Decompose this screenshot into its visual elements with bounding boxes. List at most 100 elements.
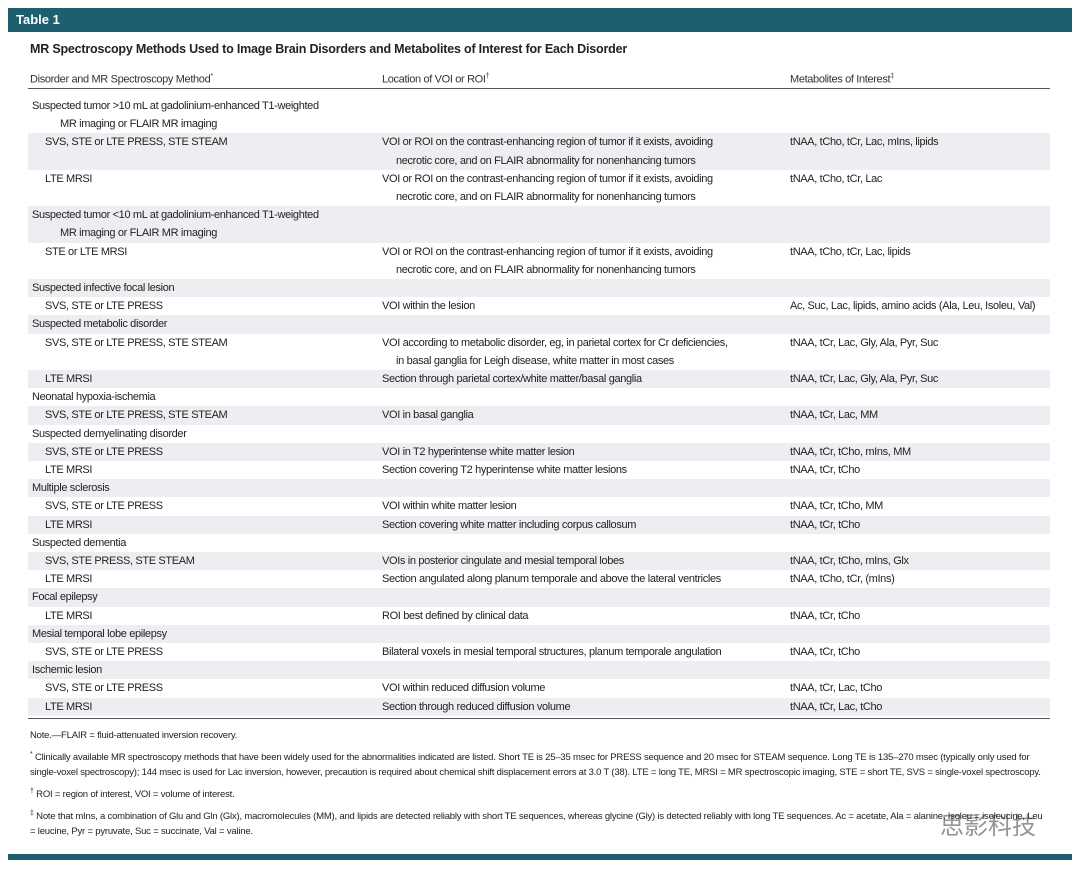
metabolites-cell: tNAA, tCr, tCho bbox=[790, 464, 860, 476]
metabolites-cell: tNAA, tCr, tCho bbox=[790, 609, 860, 622]
row-band bbox=[28, 552, 1050, 571]
footnote-mark: † bbox=[485, 73, 490, 80]
metabolites-cell: tNAA, tCr, tCho bbox=[790, 646, 860, 658]
row-band bbox=[28, 588, 1050, 607]
location-cell: VOI or ROI on the contrast-enhancing reg… bbox=[382, 172, 713, 185]
location-cell: Section through reduced diffusion volume bbox=[382, 700, 571, 713]
group-label: MR imaging or FLAIR MR imaging bbox=[60, 227, 217, 240]
row-band bbox=[28, 315, 1050, 334]
location-cell: necrotic core, and on FLAIR abnormality … bbox=[396, 154, 696, 167]
metabolites-cell: tNAA, tCr, Lac, tCho bbox=[790, 700, 883, 713]
column-header-text: Metabolites of Interest bbox=[790, 73, 891, 86]
footnote-text: Note.—FLAIR = fluid-attenuated inversion… bbox=[30, 729, 238, 741]
location-cell: necrotic core, and on FLAIR abnormality … bbox=[396, 191, 696, 203]
location-cell: VOI or ROI on the contrast-enhancing reg… bbox=[382, 136, 713, 149]
group-label: Suspected metabolic disorder bbox=[32, 318, 168, 331]
group-label: Focal epilepsy bbox=[32, 591, 98, 604]
row-band bbox=[28, 624, 1050, 643]
method-cell: SVS, STE or LTE PRESS bbox=[45, 682, 163, 695]
group-label: Suspected tumor >10 mL at gadolinium-enh… bbox=[32, 100, 319, 112]
group-label: MR imaging or FLAIR MR imaging bbox=[60, 118, 217, 131]
method-cell: LTE MRSI bbox=[45, 609, 93, 622]
row-band bbox=[28, 97, 1050, 134]
metabolites-cell: tNAA, tCr, Lac, tCho bbox=[790, 682, 883, 695]
footnote-text: Note that mIns, a combination of Glu and… bbox=[30, 810, 1043, 837]
metabolites-cell: tNAA, tCr, Lac, Gly, Ala, Pyr, Suc bbox=[790, 373, 939, 385]
footnote-mark: ‡ bbox=[890, 73, 894, 80]
row-band bbox=[28, 442, 1050, 461]
footnote-mark: † bbox=[30, 787, 34, 795]
footnote-text: Clinically available MR spectroscopy met… bbox=[30, 751, 1041, 778]
method-cell: SVS, STE or LTE PRESS bbox=[45, 646, 163, 658]
group-label: Suspected dementia bbox=[32, 536, 126, 549]
group-label: Suspected tumor <10 mL at gadolinium-enh… bbox=[32, 209, 319, 222]
row-band bbox=[28, 479, 1050, 498]
row-band bbox=[28, 370, 1050, 389]
row-band bbox=[28, 533, 1050, 552]
footnote-mark: ‡ bbox=[30, 809, 34, 817]
column-header-text: Disorder and MR Spectroscopy Method bbox=[30, 73, 211, 86]
header-bar: Table 1 bbox=[8, 8, 1072, 32]
method-cell: SVS, STE PRESS, STE STEAM bbox=[45, 555, 195, 567]
location-cell: Section through parietal cortex/white ma… bbox=[382, 373, 642, 385]
row-band bbox=[28, 661, 1050, 680]
row-band bbox=[28, 515, 1050, 534]
method-cell: LTE MRSI bbox=[45, 373, 93, 385]
method-cell: LTE MRSI bbox=[45, 172, 93, 185]
column-header: Metabolites of Interest‡ bbox=[790, 68, 894, 89]
row-band bbox=[28, 169, 1050, 207]
method-cell: SVS, STE or LTE PRESS bbox=[45, 300, 163, 313]
footnote: Note.—FLAIR = fluid-attenuated inversion… bbox=[30, 728, 1050, 743]
method-cell: LTE MRSI bbox=[45, 518, 93, 531]
group-label: Suspected demyelinating disorder bbox=[32, 427, 187, 440]
row-band bbox=[28, 279, 1050, 298]
metabolites-cell: Ac, Suc, Lac, lipids, amino acids (Ala, … bbox=[790, 300, 1036, 313]
column-header: Disorder and MR Spectroscopy Method* bbox=[30, 68, 213, 89]
location-cell: ROI best defined by clinical data bbox=[382, 609, 529, 622]
column-header-text: Location of VOI or ROI bbox=[382, 73, 486, 86]
metabolites-cell: tNAA, tCho, tCr, Lac, lipids bbox=[790, 245, 911, 258]
footnote-text: ROI = region of interest, VOI = volume o… bbox=[36, 788, 235, 800]
method-cell: SVS, STE or LTE PRESS, STE STEAM bbox=[45, 136, 228, 149]
row-band bbox=[28, 497, 1050, 516]
method-cell: LTE MRSI bbox=[45, 464, 93, 476]
method-cell: LTE MRSI bbox=[45, 700, 93, 713]
group-label: Ischemic lesion bbox=[32, 664, 102, 677]
row-band bbox=[28, 297, 1050, 316]
row-band bbox=[28, 643, 1050, 662]
metabolites-cell: tNAA, tCr, tCho, mIns, Glx bbox=[790, 555, 909, 567]
method-cell: SVS, STE or LTE PRESS, STE STEAM bbox=[45, 336, 228, 349]
row-band bbox=[28, 333, 1050, 370]
rule bbox=[28, 717, 1050, 719]
metabolites-cell: tNAA, tCho, tCr, Lac bbox=[790, 172, 883, 185]
group-label: Mesial temporal lobe epilepsy bbox=[32, 627, 167, 640]
group-label: Neonatal hypoxia-ischemia bbox=[32, 391, 156, 404]
method-cell: SVS, STE or LTE PRESS bbox=[45, 445, 163, 458]
group-label: Suspected infective focal lesion bbox=[32, 282, 175, 294]
row-band bbox=[28, 206, 1050, 243]
rule bbox=[28, 88, 1050, 89]
footnote: * Clinically available MR spectroscopy m… bbox=[30, 747, 1050, 780]
watermark: 思影科技 bbox=[940, 813, 1036, 840]
location-cell: Section covering white matter including … bbox=[382, 518, 637, 531]
metabolites-cell: tNAA, tCho, tCr, Lac, mIns, lipids bbox=[790, 136, 939, 149]
row-band bbox=[28, 388, 1050, 407]
metabolites-cell: tNAA, tCr, tCho bbox=[790, 518, 860, 531]
row-band bbox=[28, 406, 1050, 425]
footnote: ‡ Note that mIns, a combination of Glu a… bbox=[30, 806, 1050, 839]
row-band bbox=[28, 570, 1050, 589]
row-band bbox=[28, 424, 1050, 443]
metabolites-cell: tNAA, tCr, tCho, MM bbox=[790, 500, 883, 513]
location-cell: VOI or ROI on the contrast-enhancing reg… bbox=[382, 245, 713, 258]
method-cell: STE or LTE MRSI bbox=[45, 245, 127, 258]
row-band bbox=[28, 697, 1050, 716]
row-band bbox=[28, 606, 1050, 625]
footnote: † ROI = region of interest, VOI = volume… bbox=[30, 784, 1050, 802]
location-cell: VOI according to metabolic disorder, eg,… bbox=[382, 336, 728, 349]
footnote-mark: * bbox=[210, 73, 213, 80]
location-cell: VOIs in posterior cingulate and mesial t… bbox=[382, 555, 624, 567]
row-band bbox=[28, 133, 1050, 170]
location-cell: necrotic core, and on FLAIR abnormality … bbox=[396, 263, 696, 276]
method-cell: SVS, STE or LTE PRESS, STE STEAM bbox=[45, 409, 228, 422]
